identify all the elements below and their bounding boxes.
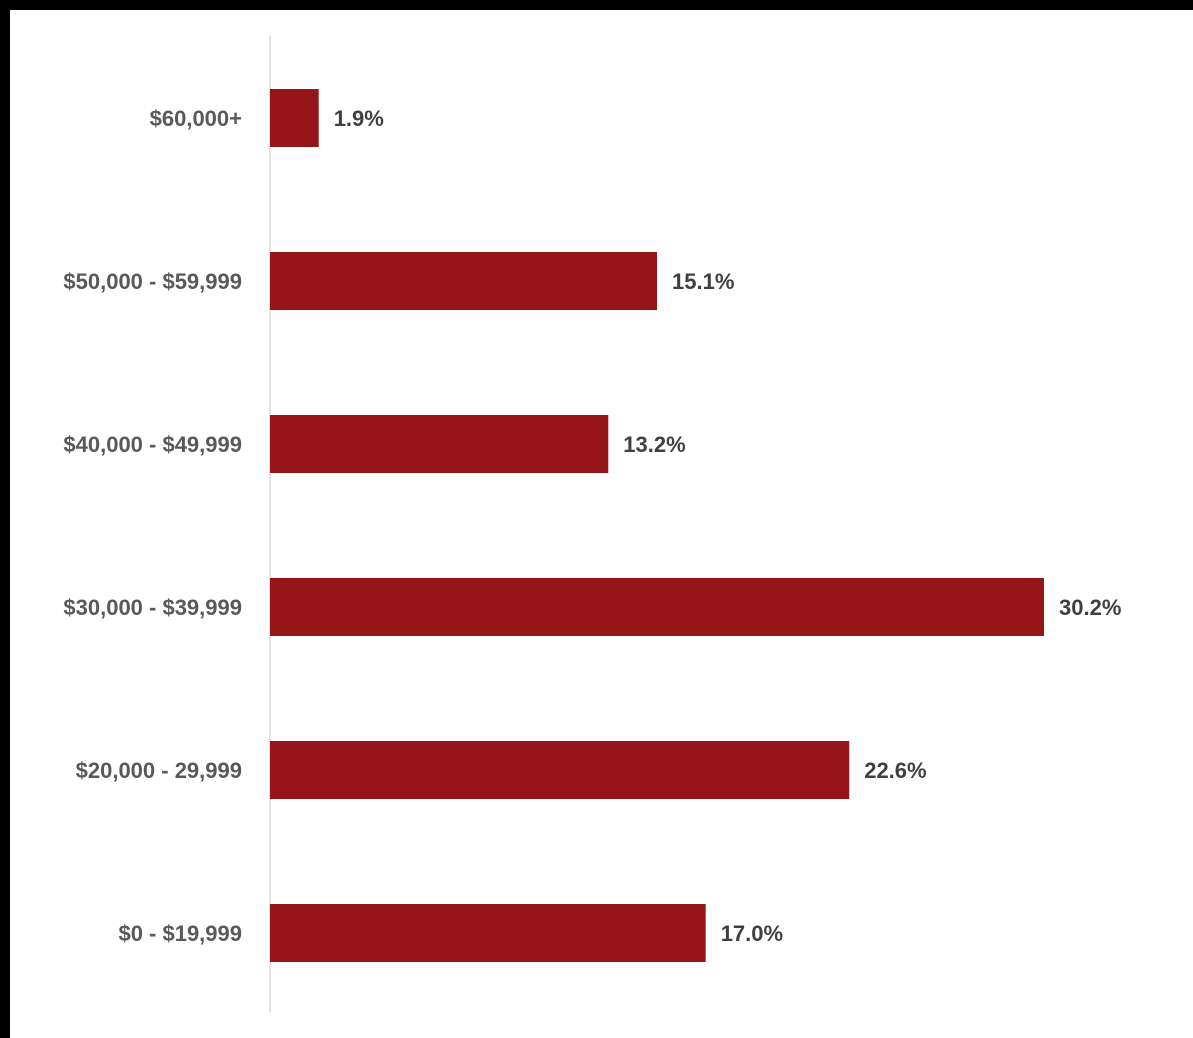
bar: [270, 89, 319, 147]
data-label: 17.0%: [721, 921, 783, 946]
data-label: 15.1%: [672, 269, 734, 294]
data-label: 30.2%: [1059, 595, 1121, 620]
data-label: 1.9%: [334, 106, 384, 131]
data-label: 22.6%: [864, 758, 926, 783]
data-label: 13.2%: [623, 432, 685, 457]
category-label: $60,000+: [150, 106, 242, 131]
bar: [270, 578, 1044, 636]
category-label: $0 - $19,999: [118, 921, 242, 946]
bar: [270, 741, 850, 799]
bar: [270, 415, 609, 473]
category-label: $40,000 - $49,999: [63, 432, 242, 457]
category-label: $20,000 - 29,999: [76, 758, 242, 783]
bar: [270, 252, 657, 310]
category-label: $50,000 - $59,999: [63, 269, 242, 294]
category-label: $30,000 - $39,999: [63, 595, 242, 620]
bar: [270, 904, 706, 962]
